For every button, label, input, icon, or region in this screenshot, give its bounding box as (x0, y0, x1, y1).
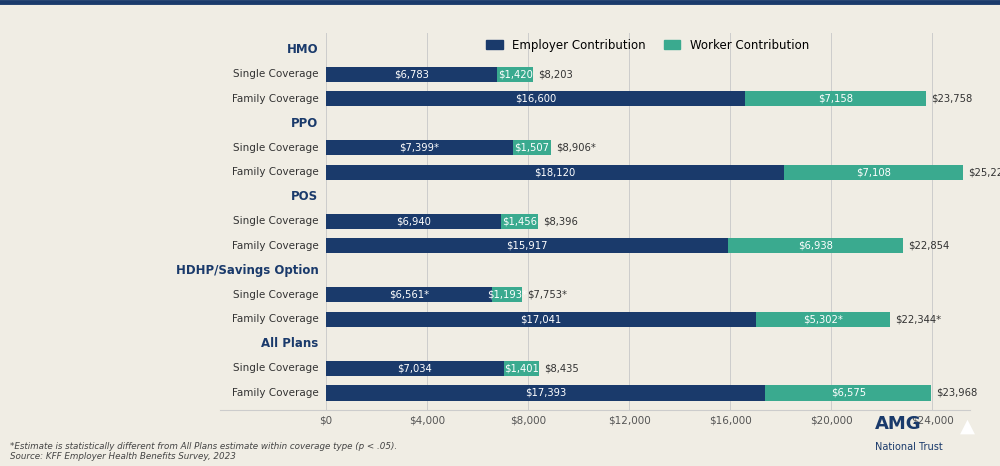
Bar (784, 165, 963, 180)
Bar (728, 238, 903, 254)
Text: Family Coverage: Family Coverage (232, 315, 318, 324)
Text: $8,396: $8,396 (543, 216, 578, 226)
Bar (326, 287, 492, 302)
Text: ▲: ▲ (960, 417, 975, 436)
Text: $23,758: $23,758 (931, 94, 972, 104)
Text: $17,041: $17,041 (521, 315, 562, 324)
Text: Family Coverage: Family Coverage (232, 94, 318, 104)
Text: $22,854: $22,854 (908, 241, 950, 251)
Text: $25,228*: $25,228* (968, 167, 1000, 178)
Text: Single Coverage: Single Coverage (233, 143, 318, 153)
Bar (513, 140, 551, 156)
Text: Single Coverage: Single Coverage (233, 216, 318, 226)
Text: $8,203: $8,203 (538, 69, 573, 79)
Text: Single Coverage: Single Coverage (233, 290, 318, 300)
Text: HMO: HMO (287, 43, 318, 56)
Text: $1,456: $1,456 (502, 216, 537, 226)
Bar (326, 385, 765, 400)
Bar (326, 361, 504, 376)
Bar (326, 238, 728, 254)
Text: $23,968: $23,968 (936, 388, 978, 398)
Text: All Plans: All Plans (261, 337, 318, 350)
Bar (745, 91, 926, 106)
Text: $6,561*: $6,561* (389, 290, 429, 300)
Text: $16,600: $16,600 (515, 94, 556, 104)
Text: AMG: AMG (875, 415, 922, 433)
Bar (765, 385, 931, 400)
Text: $6,940: $6,940 (396, 216, 431, 226)
Bar (497, 67, 533, 82)
Text: $7,108: $7,108 (856, 167, 891, 178)
Text: $17,393: $17,393 (525, 388, 566, 398)
Text: $15,917: $15,917 (506, 241, 548, 251)
Bar (326, 91, 745, 106)
Text: HDHP/Savings Option: HDHP/Savings Option (176, 264, 318, 277)
Bar (326, 312, 756, 327)
Text: *Estimate is statistically different from All Plans estimate within coverage typ: *Estimate is statistically different fro… (10, 442, 397, 461)
Bar (504, 361, 539, 376)
Text: $1,420: $1,420 (498, 69, 533, 79)
Text: $7,753*: $7,753* (527, 290, 567, 300)
Text: $1,401: $1,401 (504, 363, 539, 373)
Text: National Trust: National Trust (875, 442, 943, 452)
Text: $18,120: $18,120 (534, 167, 575, 178)
Bar (756, 312, 890, 327)
Text: $1,193*: $1,193* (487, 290, 527, 300)
Text: Family Coverage: Family Coverage (232, 167, 318, 178)
Text: Single Coverage: Single Coverage (233, 69, 318, 79)
Bar (501, 214, 538, 229)
Text: $6,783: $6,783 (394, 69, 429, 79)
Text: $8,435: $8,435 (544, 363, 579, 373)
Text: $8,906*: $8,906* (556, 143, 596, 153)
Bar (492, 287, 522, 302)
Bar (326, 214, 501, 229)
Text: Single Coverage: Single Coverage (233, 363, 318, 373)
Text: $7,399*: $7,399* (399, 143, 439, 153)
Text: $22,344*: $22,344* (895, 315, 941, 324)
Legend: Employer Contribution, Worker Contribution: Employer Contribution, Worker Contributi… (486, 39, 809, 52)
Text: Family Coverage: Family Coverage (232, 241, 318, 251)
Text: $5,302*: $5,302* (803, 315, 843, 324)
Bar (326, 140, 513, 156)
Text: $7,158: $7,158 (818, 94, 853, 104)
Bar (326, 165, 784, 180)
Text: $6,575: $6,575 (831, 388, 866, 398)
Text: $6,938: $6,938 (798, 241, 833, 251)
Text: POS: POS (291, 190, 318, 203)
Text: Family Coverage: Family Coverage (232, 388, 318, 398)
Bar (326, 67, 497, 82)
Text: $1,507: $1,507 (514, 143, 549, 153)
Text: PPO: PPO (291, 117, 318, 130)
Text: $7,034: $7,034 (397, 363, 432, 373)
